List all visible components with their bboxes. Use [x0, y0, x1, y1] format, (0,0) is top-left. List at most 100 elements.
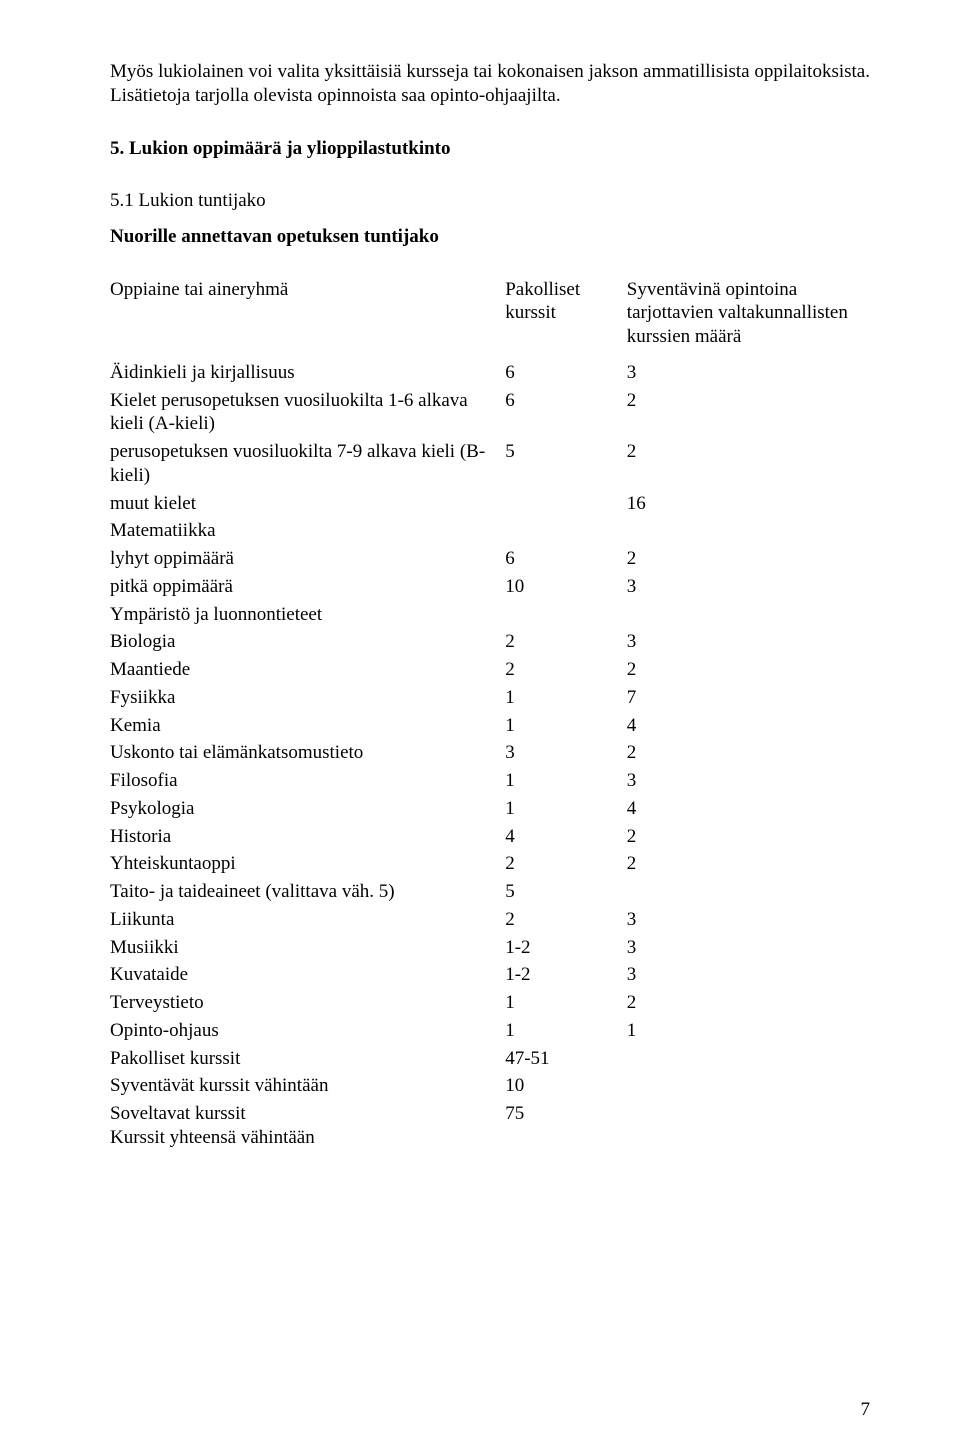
- table-row: Syventävät kurssit vähintään10: [110, 1072, 870, 1100]
- row-value-b: 3: [627, 573, 870, 601]
- row-label: muut kielet: [110, 490, 505, 518]
- table-row: perusopetuksen vuosiluokilta 7-9 alkava …: [110, 438, 870, 490]
- tuntijako-table: Oppiaine tai aineryhmä Pakolliset kurssit…: [110, 276, 870, 1152]
- row-value-b: 3: [627, 934, 870, 962]
- row-value-a: 1-2: [505, 934, 627, 962]
- row-value-a: 75: [505, 1100, 627, 1152]
- row-value-a: 1: [505, 767, 627, 795]
- row-value-b: 2: [627, 989, 870, 1017]
- subheading: Nuorille annettavan opetuksen tuntijako: [110, 226, 870, 248]
- row-label: Kuvataide: [110, 961, 505, 989]
- table-row: Biologia23: [110, 628, 870, 656]
- table-row: lyhyt oppimäärä62: [110, 545, 870, 573]
- table-row: Ympäristö ja luonnontieteet: [110, 601, 870, 629]
- row-label: Filosofia: [110, 767, 505, 795]
- row-label: Liikunta: [110, 906, 505, 934]
- row-label: Historia: [110, 823, 505, 851]
- row-label: Syventävät kurssit vähintään: [110, 1072, 505, 1100]
- row-label: Biologia: [110, 628, 505, 656]
- row-value-b: [627, 878, 870, 906]
- table-row: Yhteiskuntaoppi22: [110, 850, 870, 878]
- row-label: Kemia: [110, 712, 505, 740]
- row-value-b: [627, 1072, 870, 1100]
- row-value-a: [505, 517, 627, 545]
- row-value-a: 4: [505, 823, 627, 851]
- header-col-label: Oppiaine tai aineryhmä: [110, 276, 505, 359]
- row-label: lyhyt oppimäärä: [110, 545, 505, 573]
- row-value-a: 5: [505, 878, 627, 906]
- header-col-b: Syventävinä opintoina tarjottavien valta…: [627, 276, 870, 359]
- table-row: Uskonto tai elämänkatsomustieto32: [110, 739, 870, 767]
- table-row: Kielet perusopetuksen vuosiluokilta 1-6 …: [110, 387, 870, 439]
- table-row: Historia42: [110, 823, 870, 851]
- table-row: Opinto-ohjaus11: [110, 1017, 870, 1045]
- table-row: Liikunta23: [110, 906, 870, 934]
- row-value-a: 2: [505, 850, 627, 878]
- row-label: Fysiikka: [110, 684, 505, 712]
- row-label: Uskonto tai elämänkatsomustieto: [110, 739, 505, 767]
- table-row: Taito- ja taideaineet (valittava väh. 5)…: [110, 878, 870, 906]
- table-row: Pakolliset kurssit47-51: [110, 1045, 870, 1073]
- row-value-b: 2: [627, 850, 870, 878]
- row-value-b: 2: [627, 387, 870, 439]
- row-value-a: 10: [505, 1072, 627, 1100]
- table-header-row: Oppiaine tai aineryhmäPakolliset kurssit…: [110, 276, 870, 359]
- row-value-a: 1: [505, 795, 627, 823]
- row-label: Äidinkieli ja kirjallisuus: [110, 359, 505, 387]
- row-label: perusopetuksen vuosiluokilta 7-9 alkava …: [110, 438, 505, 490]
- row-label: Psykologia: [110, 795, 505, 823]
- row-value-a: 1-2: [505, 961, 627, 989]
- table-row: Kuvataide1-23: [110, 961, 870, 989]
- row-value-a: 1: [505, 712, 627, 740]
- row-label: Maantiede: [110, 656, 505, 684]
- table-row: Filosofia13: [110, 767, 870, 795]
- page-number: 7: [861, 1399, 871, 1421]
- row-value-b: 2: [627, 438, 870, 490]
- row-value-b: [627, 1045, 870, 1073]
- table-row: Terveystieto12: [110, 989, 870, 1017]
- row-value-a: 1: [505, 1017, 627, 1045]
- row-value-b: [627, 601, 870, 629]
- row-label: Opinto-ohjaus: [110, 1017, 505, 1045]
- row-label: Kielet perusopetuksen vuosiluokilta 1-6 …: [110, 387, 505, 439]
- row-value-a: 6: [505, 359, 627, 387]
- table-row: Matematiikka: [110, 517, 870, 545]
- row-value-b: 4: [627, 712, 870, 740]
- row-value-a: 2: [505, 906, 627, 934]
- table-row: Äidinkieli ja kirjallisuus63: [110, 359, 870, 387]
- row-value-a: 2: [505, 628, 627, 656]
- row-label: Ympäristö ja luonnontieteet: [110, 601, 505, 629]
- table-row: Psykologia14: [110, 795, 870, 823]
- row-value-a: 47-51: [505, 1045, 627, 1073]
- page: Myös lukiolainen voi valita yksittäisiä …: [0, 0, 960, 1451]
- row-label: Soveltavat kurssit Kurssit yhteensä vähi…: [110, 1100, 505, 1152]
- table-row: Musiikki1-23: [110, 934, 870, 962]
- row-value-b: 16: [627, 490, 870, 518]
- row-value-b: 3: [627, 906, 870, 934]
- row-value-b: 3: [627, 628, 870, 656]
- row-value-a: 10: [505, 573, 627, 601]
- row-value-b: 2: [627, 823, 870, 851]
- row-label: Matematiikka: [110, 517, 505, 545]
- row-value-a: 6: [505, 545, 627, 573]
- row-label: pitkä oppimäärä: [110, 573, 505, 601]
- row-value-a: 6: [505, 387, 627, 439]
- table-row: pitkä oppimäärä103: [110, 573, 870, 601]
- row-value-b: 2: [627, 739, 870, 767]
- table-row: Fysiikka17: [110, 684, 870, 712]
- row-value-b: [627, 517, 870, 545]
- row-value-a: 2: [505, 656, 627, 684]
- table-row: muut kielet 16: [110, 490, 870, 518]
- row-label: Yhteiskuntaoppi: [110, 850, 505, 878]
- row-value-b: 3: [627, 359, 870, 387]
- table-row: Soveltavat kurssit Kurssit yhteensä vähi…: [110, 1100, 870, 1152]
- row-value-a: 3: [505, 739, 627, 767]
- row-value-b: [627, 1100, 870, 1152]
- table-row: Kemia14: [110, 712, 870, 740]
- row-label: Taito- ja taideaineet (valittava väh. 5): [110, 878, 505, 906]
- row-value-a: 5: [505, 438, 627, 490]
- intro-paragraph: Myös lukiolainen voi valita yksittäisiä …: [110, 60, 870, 108]
- row-label: Terveystieto: [110, 989, 505, 1017]
- row-value-a: [505, 601, 627, 629]
- row-value-b: 1: [627, 1017, 870, 1045]
